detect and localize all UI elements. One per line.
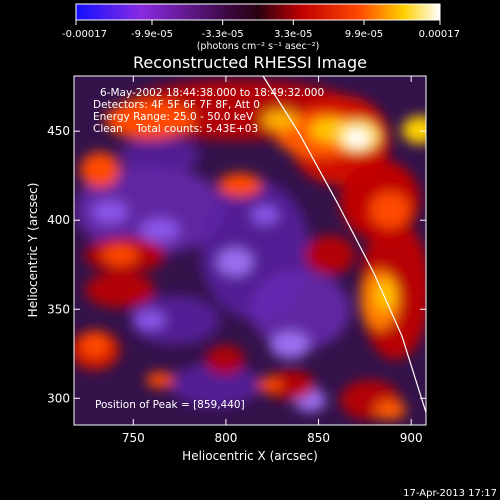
colorbar-tick-label: -9.9e-05 [131, 29, 173, 40]
colorbar-tick-label: 3.3e-05 [274, 29, 312, 40]
colorbar: -0.00017 -9.9e-05 -3.3e-05 3.3e-05 9.9e-05 0.… [62, 3, 460, 52]
annotations: 6-May-2002 18:44:38.000 to 18:49:32.000 … [93, 87, 324, 411]
footer-timestamp: 17-Apr-2013 17:17 [403, 488, 497, 499]
colorbar-gradient [75, 3, 441, 21]
annotation-energy-range: Energy Range: 25.0 - 50.0 keV [93, 111, 254, 123]
x-axis-label: Heliocentric X (arcsec) [182, 449, 318, 463]
x-tick-label: 750 [122, 431, 145, 445]
colorbar-unit-label: (photons cm⁻² s⁻¹ asec⁻²) [197, 41, 320, 52]
heatmap [74, 76, 426, 425]
colorbar-tick-label: -0.00017 [62, 29, 107, 40]
x-tick-label: 850 [307, 431, 330, 445]
chart-title: Reconstructed RHESSI Image [133, 53, 367, 72]
y-tick-label: 300 [47, 391, 70, 405]
solar-limb-line [262, 75, 427, 413]
colorbar-ticks: -0.00017 -9.9e-05 -3.3e-05 3.3e-05 9.9e-05 0.… [62, 20, 460, 40]
y-tick-label: 400 [47, 213, 70, 227]
colorbar-tick-label: -3.3e-05 [202, 29, 244, 40]
y-axis-ticks: 300 350 400 450 [47, 124, 426, 405]
x-axis-ticks: 750 800 850 900 [122, 76, 423, 445]
x-tick-label: 900 [400, 431, 423, 445]
y-tick-label: 450 [47, 124, 70, 138]
x-tick-label: 800 [214, 431, 237, 445]
y-tick-label: 350 [47, 302, 70, 316]
annotation-peak-position: Position of Peak = [859,440] [95, 399, 245, 411]
colorbar-tick-label: 0.00017 [419, 29, 460, 40]
plot-frame [73, 75, 427, 426]
colorbar-tick-label: 9.9e-05 [345, 29, 383, 40]
annotation-detectors: Detectors: 4F 5F 6F 7F 8F, Att 0 [93, 99, 260, 111]
annotation-time-range: 6-May-2002 18:44:38.000 to 18:49:32.000 [100, 87, 324, 99]
y-axis-label: Heliocentric Y (arcsec) [26, 183, 40, 318]
annotation-clean-counts: Clean Total counts: 5.43E+03 [93, 123, 258, 135]
